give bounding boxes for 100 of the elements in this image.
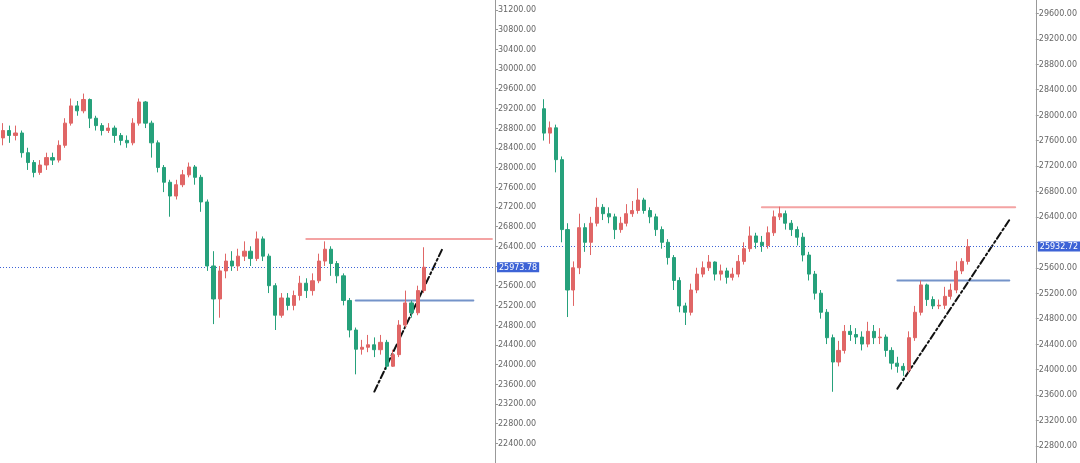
candlestick (137, 98, 141, 127)
candlestick (409, 299, 414, 319)
y-tick-label: 25200.00 (1038, 288, 1077, 298)
candlestick (403, 290, 407, 329)
candlestick (654, 213, 658, 237)
y-tick-label: 30800.00 (498, 25, 537, 35)
candlestick (94, 115, 98, 132)
candlestick (50, 152, 55, 166)
candlestick (789, 219, 793, 237)
candlestick (831, 334, 835, 393)
candlestick (1, 122, 5, 146)
candlestick (378, 334, 383, 356)
candlestick (825, 308, 829, 345)
candlestick (112, 125, 117, 144)
candlestick (966, 238, 970, 266)
candlestick (772, 210, 776, 237)
y-tick-label: 24400.00 (1038, 339, 1077, 349)
candlestick (267, 253, 271, 294)
y-tick-label: 30000.00 (498, 64, 537, 74)
y-tick-label: 23600.00 (1038, 390, 1077, 400)
candlestick (81, 93, 86, 114)
candlestick (422, 246, 426, 294)
candlestick (385, 339, 389, 370)
candlestick (713, 260, 717, 281)
candlestick (224, 253, 228, 279)
candlestick (205, 198, 209, 272)
candlestick (878, 327, 882, 345)
y-tick-label: 24800.00 (498, 320, 537, 330)
candlestick (613, 213, 617, 240)
candlestick (848, 324, 852, 342)
candlestick (199, 174, 203, 213)
y-tick-label: 24400.00 (498, 340, 537, 350)
y-tick-label: 30400.00 (498, 44, 537, 54)
candlestick (872, 324, 876, 345)
y-tick-label: 27200.00 (498, 202, 537, 212)
candlestick (180, 169, 185, 188)
y-tick-label: 26400.00 (498, 241, 537, 251)
candlestick (707, 254, 711, 272)
candlestick (69, 98, 73, 127)
y-tick-label: 22800.00 (1038, 441, 1077, 451)
candlestick (292, 290, 296, 311)
candlestick (88, 98, 92, 129)
candlestick (317, 253, 321, 284)
candlestick (13, 125, 18, 141)
y-tick-label: 25200.00 (498, 300, 537, 310)
y-tick-label: 29200.00 (498, 103, 537, 113)
candlestick (954, 260, 958, 294)
candlestick (748, 225, 752, 253)
candlestick (695, 267, 699, 294)
y-tick-label: 28400.00 (498, 143, 537, 153)
ref-line-label: 25932.72 (1039, 242, 1078, 252)
y-tick-label: 26400.00 (1038, 212, 1077, 222)
candlestick (156, 139, 160, 173)
y-tick-label: 23600.00 (498, 379, 537, 389)
candlestick (595, 197, 599, 227)
candlestick (601, 203, 605, 221)
candlestick (725, 267, 729, 285)
candlestick (230, 250, 234, 272)
y-tick-label: 28000.00 (1038, 110, 1077, 120)
candlestick (554, 124, 558, 173)
candlestick (391, 349, 395, 368)
candlestick (360, 339, 364, 356)
y-tick-label: 29600.00 (498, 84, 537, 94)
y-tick-label: 24000.00 (498, 359, 537, 369)
candlestick (571, 260, 575, 307)
candlestick (754, 232, 758, 250)
candlestick (125, 134, 129, 149)
y-tick-label: 28400.00 (1038, 85, 1077, 95)
candlestick (577, 213, 581, 275)
candlestick (44, 152, 49, 171)
candlestick (913, 305, 917, 342)
y-tick-label: 27600.00 (498, 182, 537, 192)
candlestick (323, 240, 327, 267)
candlestick (75, 100, 79, 117)
candlestick (783, 210, 787, 231)
candlestick (32, 159, 36, 178)
candlestick (261, 235, 265, 262)
candlestick (279, 292, 284, 319)
candlestick (255, 231, 259, 262)
candlestick (310, 272, 315, 297)
candlestick (795, 225, 799, 246)
candlestick (7, 125, 11, 144)
candlestick (589, 216, 593, 256)
candlestick (960, 257, 964, 275)
candlestick (648, 206, 652, 224)
candlestick (919, 279, 923, 316)
candlestick (689, 283, 693, 316)
candlestick (372, 336, 376, 358)
candlestick (636, 187, 640, 215)
candlestick (63, 117, 67, 149)
candlestick (100, 122, 104, 136)
candlestick (666, 238, 670, 266)
ref-line-label: 25973.78 (499, 262, 538, 272)
candlestick (860, 330, 864, 351)
candlestick (813, 270, 817, 301)
candlestick (542, 98, 546, 142)
candlestick (397, 319, 401, 358)
candlestick (801, 232, 805, 262)
candlestick (119, 132, 123, 146)
candlestick (660, 225, 664, 250)
